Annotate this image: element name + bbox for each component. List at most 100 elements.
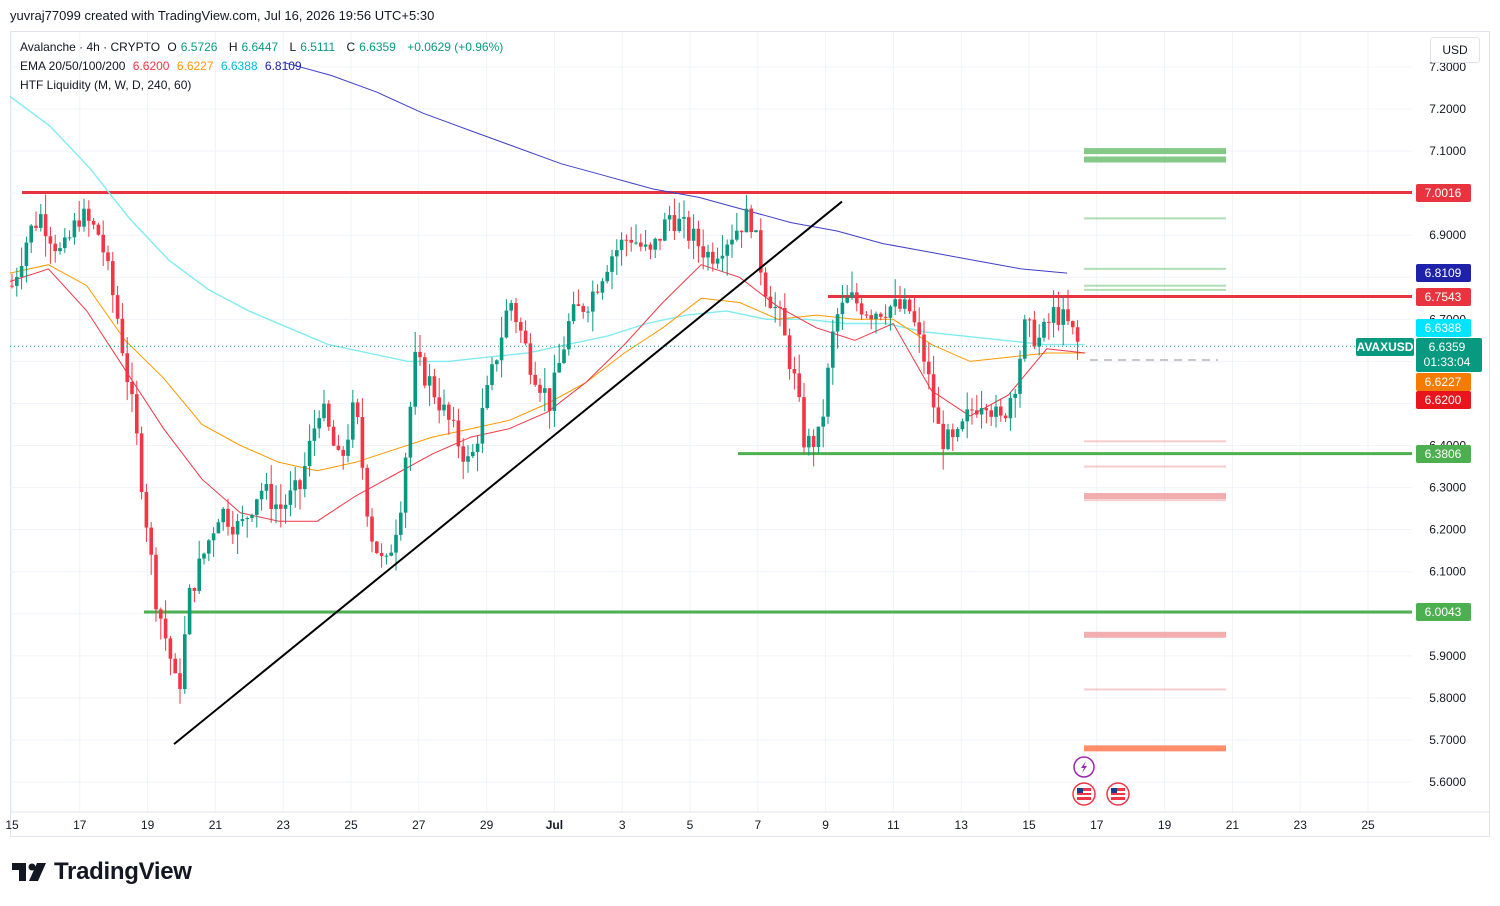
symbol-tag-bg <box>1356 338 1414 356</box>
candle-body <box>783 308 787 336</box>
candle-body <box>543 388 547 393</box>
price-tag-label: 6.7543 <box>1425 290 1462 304</box>
candle-body <box>53 243 57 252</box>
htf-label[interactable]: HTF Liquidity (M, W, D, 240, 60) <box>20 78 192 92</box>
candle-body <box>989 410 993 417</box>
candle-body <box>67 237 72 239</box>
candle-body <box>984 408 989 411</box>
candle-body <box>250 514 254 519</box>
candle-body <box>658 238 662 241</box>
time-tick-label: Jul <box>546 818 563 832</box>
candle-body <box>437 397 441 411</box>
candle-body <box>192 587 197 591</box>
candle-body <box>480 407 485 444</box>
candle-body <box>807 435 811 448</box>
candle-body <box>715 258 720 264</box>
candle-body <box>303 466 307 490</box>
candle-body <box>322 403 326 419</box>
candle-body <box>87 208 91 221</box>
candle-body <box>269 484 273 509</box>
candle-body <box>720 255 725 259</box>
candle-body <box>216 522 221 534</box>
candle-body <box>144 492 149 528</box>
liquidity-level <box>1084 499 1226 502</box>
candle-body <box>403 457 408 513</box>
price-tick-label: 7.2000 <box>1429 102 1466 116</box>
candle-body <box>552 372 557 412</box>
ema-lines <box>9 62 1086 522</box>
candle-body <box>139 433 144 493</box>
high-value: 6.6447 <box>241 40 279 54</box>
price-tick-label: 6.3000 <box>1429 481 1466 495</box>
candle-body <box>154 554 158 610</box>
candle-body <box>178 673 182 690</box>
candle-body <box>259 490 264 500</box>
candle-body <box>346 439 350 456</box>
candle-body <box>211 533 216 541</box>
liquidity-level <box>1084 156 1226 163</box>
price-tag-label: 6.8109 <box>1425 266 1462 280</box>
candle-body <box>72 220 77 238</box>
candle-body <box>168 638 173 659</box>
currency-button[interactable]: USD <box>1430 37 1480 63</box>
candle-body <box>701 246 705 258</box>
time-tick-label: 19 <box>141 818 155 832</box>
candle-body <box>1071 321 1075 328</box>
legend-symbol[interactable]: Avalanche · 4h · CRYPTO <box>20 40 161 54</box>
price-tag-bg <box>1416 319 1471 337</box>
candle-body <box>91 220 96 225</box>
candle-body <box>432 376 437 398</box>
ema50-value: 6.6227 <box>176 59 214 73</box>
candle-body <box>365 467 369 517</box>
candle-body <box>58 248 62 252</box>
candle-body <box>792 369 797 374</box>
candle-body <box>907 299 912 312</box>
candle-body <box>183 634 187 690</box>
candle-body <box>394 534 398 553</box>
candle-body <box>840 302 845 315</box>
current-price-tag-bg <box>1416 338 1482 372</box>
candle-body <box>879 313 883 317</box>
price-tag-label: 7.0016 <box>1425 186 1462 200</box>
candle-body <box>82 208 86 227</box>
candle-body <box>595 291 600 293</box>
candle-body <box>960 421 965 430</box>
time-tick-label: 5 <box>687 818 694 832</box>
ema-label[interactable]: EMA 20/50/100/200 <box>20 59 126 73</box>
candle-body <box>855 292 859 304</box>
candle-body <box>687 217 691 241</box>
liquidity-level <box>1084 745 1226 752</box>
price-tick-label: 6.1000 <box>1429 565 1466 579</box>
time-tick-label: 25 <box>1361 818 1375 832</box>
price-tag-label: 6.6227 <box>1425 375 1462 389</box>
candle-body <box>653 238 657 250</box>
candle-body <box>1066 309 1070 322</box>
candle-body <box>384 555 389 557</box>
legend-row-ema: EMA 20/50/100/200 6.6200 6.6227 6.6388 6… <box>20 57 507 76</box>
candle-body <box>312 428 317 441</box>
candle-body <box>423 357 427 386</box>
candle-body <box>29 225 33 243</box>
candle-body <box>562 349 566 363</box>
liquidity-level <box>1084 267 1226 270</box>
candle-body <box>711 251 715 264</box>
price-tick-label: 5.8000 <box>1429 691 1466 705</box>
candle-body <box>927 361 931 375</box>
tradingview-brand: TradingView <box>12 858 192 886</box>
candle-body <box>221 508 225 523</box>
time-tick-label: 15 <box>5 818 19 832</box>
candle-body <box>567 321 571 350</box>
candle-body <box>619 239 624 251</box>
close-value: 6.6359 <box>359 40 396 54</box>
candle-body <box>466 456 470 462</box>
candle-body <box>370 516 374 542</box>
candle-body <box>317 418 321 429</box>
candle-body <box>999 406 1003 416</box>
ema50-line <box>9 264 1086 472</box>
candle-body <box>826 367 830 417</box>
candle-body <box>283 504 288 509</box>
price-tag-bg <box>1416 391 1471 409</box>
candle-body <box>735 230 739 240</box>
candle-body <box>39 214 43 228</box>
